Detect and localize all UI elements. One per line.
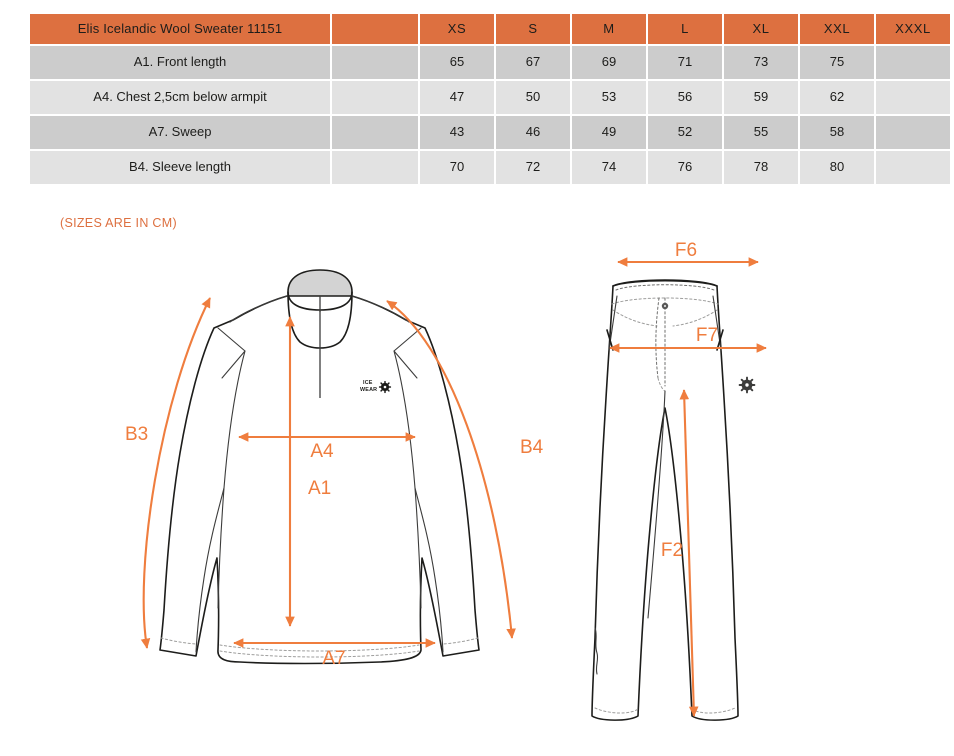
measurement-value: 53 — [572, 81, 646, 114]
measurement-value: 72 — [496, 151, 570, 184]
shoulder-seam-left — [229, 295, 288, 323]
waist-button-highlight — [663, 304, 667, 308]
snowflake-icon — [738, 376, 756, 394]
measurement-value: 52 — [648, 116, 722, 149]
leg-wrinkle-left — [594, 627, 599, 675]
measurement-value: 65 — [420, 46, 494, 79]
sizes-unit-note: (SIZES ARE IN CM) — [60, 216, 177, 230]
size-header-xxl: XXL — [800, 14, 874, 44]
header-row: Elis Icelandic Wool Sweater 11151 XS S M… — [30, 14, 950, 44]
ice-wear-logo-line1: ICE — [363, 380, 373, 386]
product-title-header: Elis Icelandic Wool Sweater 11151 — [30, 14, 330, 44]
measurement-label: B4. Sleeve length — [30, 151, 330, 184]
sweater-technical-drawing: ICE WEAR A4 A1 — [125, 269, 544, 669]
pocket-seam-right — [672, 309, 718, 327]
measurement-value: 43 — [420, 116, 494, 149]
size-chart-table: Elis Icelandic Wool Sweater 11151 XS S M… — [28, 12, 952, 186]
waistband-inner — [615, 284, 715, 291]
dimension-arrow-b4 — [386, 300, 516, 639]
measurement-value: 59 — [724, 81, 798, 114]
pants-body — [591, 279, 739, 721]
ice-wear-logo-line2: WEAR — [360, 387, 377, 393]
technical-drawings-area: ICE WEAR A4 A1 — [0, 238, 954, 756]
pocket-seam-left — [612, 309, 658, 327]
table-row: A1. Front length 65 67 69 71 73 75 — [30, 46, 950, 79]
measurement-value: 80 — [800, 151, 874, 184]
measurement-value: 69 — [572, 46, 646, 79]
measurement-value — [876, 151, 950, 184]
dimension-label-f6: F6 — [675, 240, 697, 261]
crotch-seam — [647, 390, 666, 619]
size-header-m: M — [572, 14, 646, 44]
size-header-xxxl: XXXL — [876, 14, 950, 44]
measurement-value — [876, 116, 950, 149]
row-spacer-cell — [332, 116, 418, 149]
waistband-bottom-stitch — [611, 297, 719, 305]
measurement-value: 47 — [420, 81, 494, 114]
measurement-value: 49 — [572, 116, 646, 149]
measurement-value: 75 — [800, 46, 874, 79]
dimension-label-a1: A1 — [308, 478, 331, 499]
measurement-value: 56 — [648, 81, 722, 114]
measurement-value: 78 — [724, 151, 798, 184]
dimension-label-f2: F2 — [661, 540, 683, 561]
dimension-label-a4: A4 — [310, 441, 334, 462]
size-header-xl: XL — [724, 14, 798, 44]
size-header-s: S — [496, 14, 570, 44]
hem-stitch-lower — [219, 650, 420, 658]
measurement-value: 76 — [648, 151, 722, 184]
table-row: A7. Sweep 43 46 49 52 55 58 — [30, 116, 950, 149]
table-body: A1. Front length 65 67 69 71 73 75 A4. C… — [30, 46, 950, 184]
dimension-label-b3: B3 — [125, 424, 148, 445]
table-header: Elis Icelandic Wool Sweater 11151 XS S M… — [30, 14, 950, 44]
measurement-value: 73 — [724, 46, 798, 79]
fly-seam — [655, 297, 660, 379]
fly-curve — [657, 377, 666, 392]
dimension-label-b4: B4 — [520, 437, 544, 458]
measurement-value: 55 — [724, 116, 798, 149]
waistband-top — [612, 279, 718, 287]
pants-technical-drawing: F6 F7 F2 — [591, 240, 767, 721]
table-row: B4. Sleeve length 70 72 74 76 78 80 — [30, 151, 950, 184]
snowflake-icon — [378, 380, 392, 394]
row-spacer-cell — [332, 81, 418, 114]
size-chart-table-container: Elis Icelandic Wool Sweater 11151 XS S M… — [28, 12, 950, 186]
dimension-arrow-b3 — [140, 297, 211, 649]
size-header-xs: XS — [420, 14, 494, 44]
measurement-label: A7. Sweep — [30, 116, 330, 149]
measurement-value — [876, 81, 950, 114]
measurement-value: 67 — [496, 46, 570, 79]
dimension-label-f7: F7 — [696, 325, 718, 346]
measurement-value: 62 — [800, 81, 874, 114]
measurement-value: 74 — [572, 151, 646, 184]
measurement-value — [876, 46, 950, 79]
measurement-label: A1. Front length — [30, 46, 330, 79]
measurement-value: 70 — [420, 151, 494, 184]
header-spacer-cell — [332, 14, 418, 44]
measurement-value: 71 — [648, 46, 722, 79]
measurement-value: 46 — [496, 116, 570, 149]
size-header-l: L — [648, 14, 722, 44]
measurement-label: A4. Chest 2,5cm below armpit — [30, 81, 330, 114]
table-row: A4. Chest 2,5cm below armpit 47 50 53 56… — [30, 81, 950, 114]
dimension-label-a7: A7 — [322, 648, 345, 669]
cuff-stitch-right — [442, 637, 479, 645]
dimension-arrow-f2 — [679, 389, 699, 717]
hem-stitch-right-leg — [691, 707, 736, 714]
measurement-value: 50 — [496, 81, 570, 114]
row-spacer-cell — [332, 46, 418, 79]
hem-stitch-left-leg — [594, 707, 639, 714]
measurement-value: 58 — [800, 116, 874, 149]
row-spacer-cell — [332, 151, 418, 184]
